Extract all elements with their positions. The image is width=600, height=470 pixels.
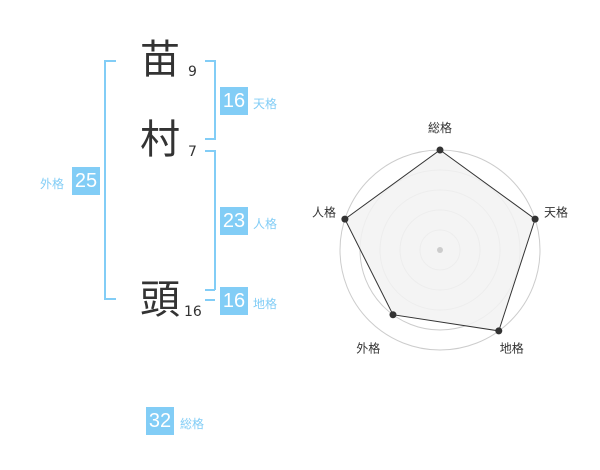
axis-label: 地格: [500, 341, 524, 356]
tenkaku-value: 16: [220, 87, 248, 115]
bracket-tick: [205, 138, 215, 140]
jinkaku-value: 23: [220, 207, 248, 235]
axis-label: 天格: [544, 204, 568, 219]
bracket-tick: [205, 60, 215, 62]
data-point: [495, 327, 503, 335]
name-char-1: 苗: [140, 37, 180, 83]
gaikaku-value: 25: [72, 167, 100, 195]
tenkaku-label: 天格: [253, 97, 278, 111]
data-point: [341, 215, 349, 223]
center-dot: [437, 247, 443, 253]
jinkaku-bracket: [214, 150, 216, 290]
stroke-count-2: 7: [188, 144, 197, 160]
chikaku-bracket: [205, 299, 215, 301]
radar-area: [344, 149, 536, 332]
axis-label: 人格: [312, 204, 336, 219]
bracket-tick: [104, 298, 116, 300]
stroke-count-3: 16: [184, 304, 202, 320]
bracket-tick: [205, 289, 215, 291]
gaikaku-bracket: [104, 60, 106, 300]
tenkaku-bracket: [214, 60, 216, 140]
stroke-count-1: 9: [188, 64, 197, 80]
data-point: [531, 215, 539, 223]
jinkaku-label: 人格: [253, 217, 278, 231]
name-char-2: 村: [140, 117, 180, 163]
name-char-3: 頭: [140, 277, 180, 323]
soukaku-value: 32: [146, 407, 174, 435]
bracket-tick: [205, 150, 215, 152]
chikaku-value: 16: [220, 287, 248, 315]
axis-label: 総格: [428, 120, 452, 135]
gaikaku-label: 外格: [40, 177, 65, 191]
data-point: [389, 311, 397, 319]
chikaku-label: 地格: [253, 297, 278, 311]
axis-label: 外格: [356, 341, 380, 356]
bracket-tick: [104, 60, 116, 62]
data-point: [436, 146, 444, 154]
soukaku-label: 総格: [180, 417, 205, 431]
